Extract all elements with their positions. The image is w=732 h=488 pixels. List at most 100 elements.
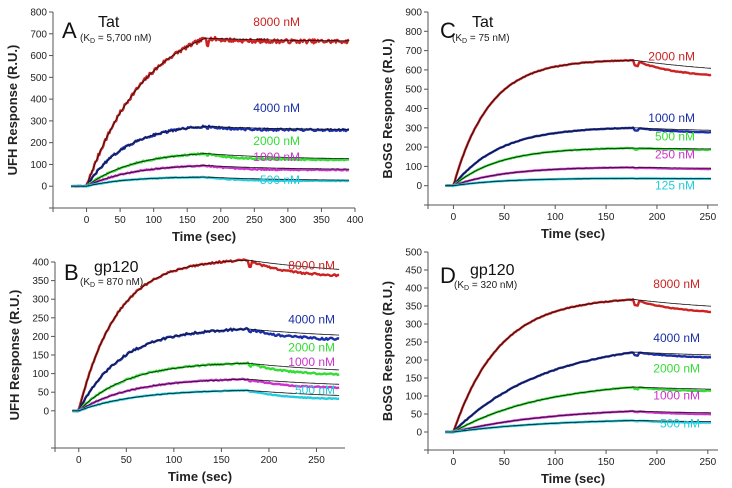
y-tick-label: 400 — [405, 284, 422, 295]
y-tick-label: 400 — [32, 258, 49, 269]
fit-line-2000-nm — [71, 153, 349, 187]
y-tick-label: 150 — [405, 374, 422, 385]
y-tick-label: 200 — [32, 332, 49, 343]
panel-protein-name: gp120 — [94, 259, 139, 276]
y-tick-label: 100 — [405, 392, 422, 403]
y-tick-label: 450 — [405, 266, 422, 277]
x-tick-label: 150 — [598, 457, 615, 468]
series-label-250-nm: 250 nM — [655, 148, 695, 162]
y-tick-label: 500 — [30, 73, 47, 84]
panel-protein-name: Tat — [98, 14, 120, 31]
series-label-8000-nm: 8000 nM — [288, 258, 335, 272]
y-tick-label: 250 — [405, 338, 422, 349]
fit-line-250-nm — [445, 166, 712, 187]
series-label-1000-nm: 1000 nM — [648, 111, 695, 125]
y-axis-title: UFH Response (R.U.) — [7, 290, 22, 421]
y-tick-label: 300 — [30, 116, 47, 127]
panel-d: 0 50 100 150 200 250 300 350 400 450 500 0 50 100 150 2… — [380, 248, 718, 486]
series-label-500-nm: 500 nM — [655, 129, 695, 143]
y-axis-title: BoSG Response (R.U.) — [380, 281, 395, 421]
fit-line-1000-nm — [71, 165, 350, 187]
fit-line-2000-nm — [72, 362, 340, 412]
y-tick-label: 900 — [405, 8, 422, 19]
fit-line-8000-nm — [445, 299, 712, 433]
fit-line-8000-nm — [71, 37, 349, 187]
x-tick-label: 0 — [451, 457, 457, 468]
x-tick-label: 100 — [547, 457, 564, 468]
x-tick-label: 50 — [121, 455, 133, 466]
x-tick-label: 150 — [598, 212, 615, 223]
panel-protein-name: Tat — [472, 14, 494, 31]
x-axis-title: Time (sec) — [172, 229, 236, 244]
series-label-2000-nm: 2000 nM — [253, 134, 300, 148]
fit-line-125-nm — [445, 177, 711, 187]
panel-letter: D — [440, 263, 456, 288]
x-tick-label: 250 — [308, 455, 325, 466]
y-tick-label: 300 — [32, 295, 49, 306]
series-label-1000-nm: 1000 nM — [653, 389, 700, 403]
x-tick-label: 50 — [499, 212, 511, 223]
fit-line-500-nm — [72, 389, 340, 412]
y-tick-label: 350 — [32, 276, 49, 287]
x-axis-title: Time (sec) — [168, 469, 232, 484]
y-tick-label: 0 — [41, 182, 47, 193]
dissociation-constant: (KD = 5,700 nM) — [80, 33, 151, 45]
fit-line-1000-nm — [445, 410, 711, 433]
y-tick-label: 400 — [30, 95, 47, 106]
x-axis-title: Time (sec) — [541, 226, 605, 241]
x-tick-label: 100 — [145, 215, 162, 226]
series-label-4000-nm: 4000 nM — [253, 101, 300, 115]
y-tick-label: 800 — [30, 8, 47, 19]
fit-line-1000-nm — [445, 127, 711, 187]
x-tick-label: 0 — [451, 212, 457, 223]
y-tick-label: 250 — [32, 313, 49, 324]
x-tick-label: 150 — [213, 455, 230, 466]
series-label-4000-nm: 4000 nM — [653, 331, 700, 345]
series-label-4000-nm: 4000 nM — [288, 312, 335, 326]
y-tick-label: 50 — [411, 410, 423, 421]
x-tick-label: 100 — [547, 212, 564, 223]
x-tick-label: 200 — [212, 215, 229, 226]
x-tick-label: 300 — [280, 215, 297, 226]
x-tick-label: 50 — [499, 457, 511, 468]
series-label-2000-nm: 2000 nM — [648, 49, 695, 63]
x-tick-label: 150 — [179, 215, 196, 226]
y-tick-label: 200 — [405, 356, 422, 367]
fit-line-500-nm — [71, 176, 350, 187]
fit-line-1000-nm — [72, 378, 340, 412]
x-tick-label: 400 — [347, 215, 364, 226]
panel-a: 0 100 200 300 400 500 600 700 800 0 50 100 150 200 250… — [5, 8, 364, 245]
series-label-2000-nm: 2000 nM — [653, 362, 700, 376]
y-tick-label: 0 — [416, 428, 422, 439]
y-tick-label: 200 — [405, 143, 422, 154]
x-axis-title: Time (sec) — [541, 471, 605, 486]
series-label-1000-nm: 1000 nM — [253, 150, 300, 164]
fit-line-2000-nm — [445, 59, 712, 187]
y-tick-label: 100 — [405, 162, 422, 173]
x-tick-label: 50 — [115, 215, 127, 226]
series-label-8000-nm: 8000 nM — [653, 277, 700, 291]
fit-line-4000-nm — [445, 351, 711, 433]
x-tick-label: 250 — [699, 457, 716, 468]
y-tick-label: 100 — [32, 369, 49, 380]
y-tick-label: 300 — [405, 123, 422, 134]
fit-line-8000-nm — [72, 259, 340, 412]
panel-c: 0 100 200 300 400 500 600 700 800 900 0 50 100 150 200… — [380, 8, 718, 241]
y-tick-label: 0 — [43, 406, 49, 417]
x-tick-label: 250 — [246, 215, 263, 226]
y-tick-label: 500 — [405, 85, 422, 96]
fit-line-500-nm — [445, 420, 712, 433]
dissociation-constant: (KD = 75 nM) — [452, 33, 510, 45]
y-tick-label: 50 — [38, 388, 50, 399]
y-axis-title: BoSG Response (R.U.) — [380, 38, 395, 178]
series-label-1000-nm: 1000 nM — [288, 355, 335, 369]
y-tick-label: 800 — [405, 27, 422, 38]
fit-line-4000-nm — [72, 328, 340, 412]
y-tick-label: 500 — [405, 248, 422, 259]
y-axis-title: UFH Response (R.U.) — [5, 45, 20, 176]
series-label-500-nm: 500 nM — [295, 383, 335, 397]
panel-protein-name: gp120 — [470, 262, 515, 279]
x-tick-label: 200 — [261, 455, 278, 466]
fit-line-2000-nm — [445, 386, 712, 433]
